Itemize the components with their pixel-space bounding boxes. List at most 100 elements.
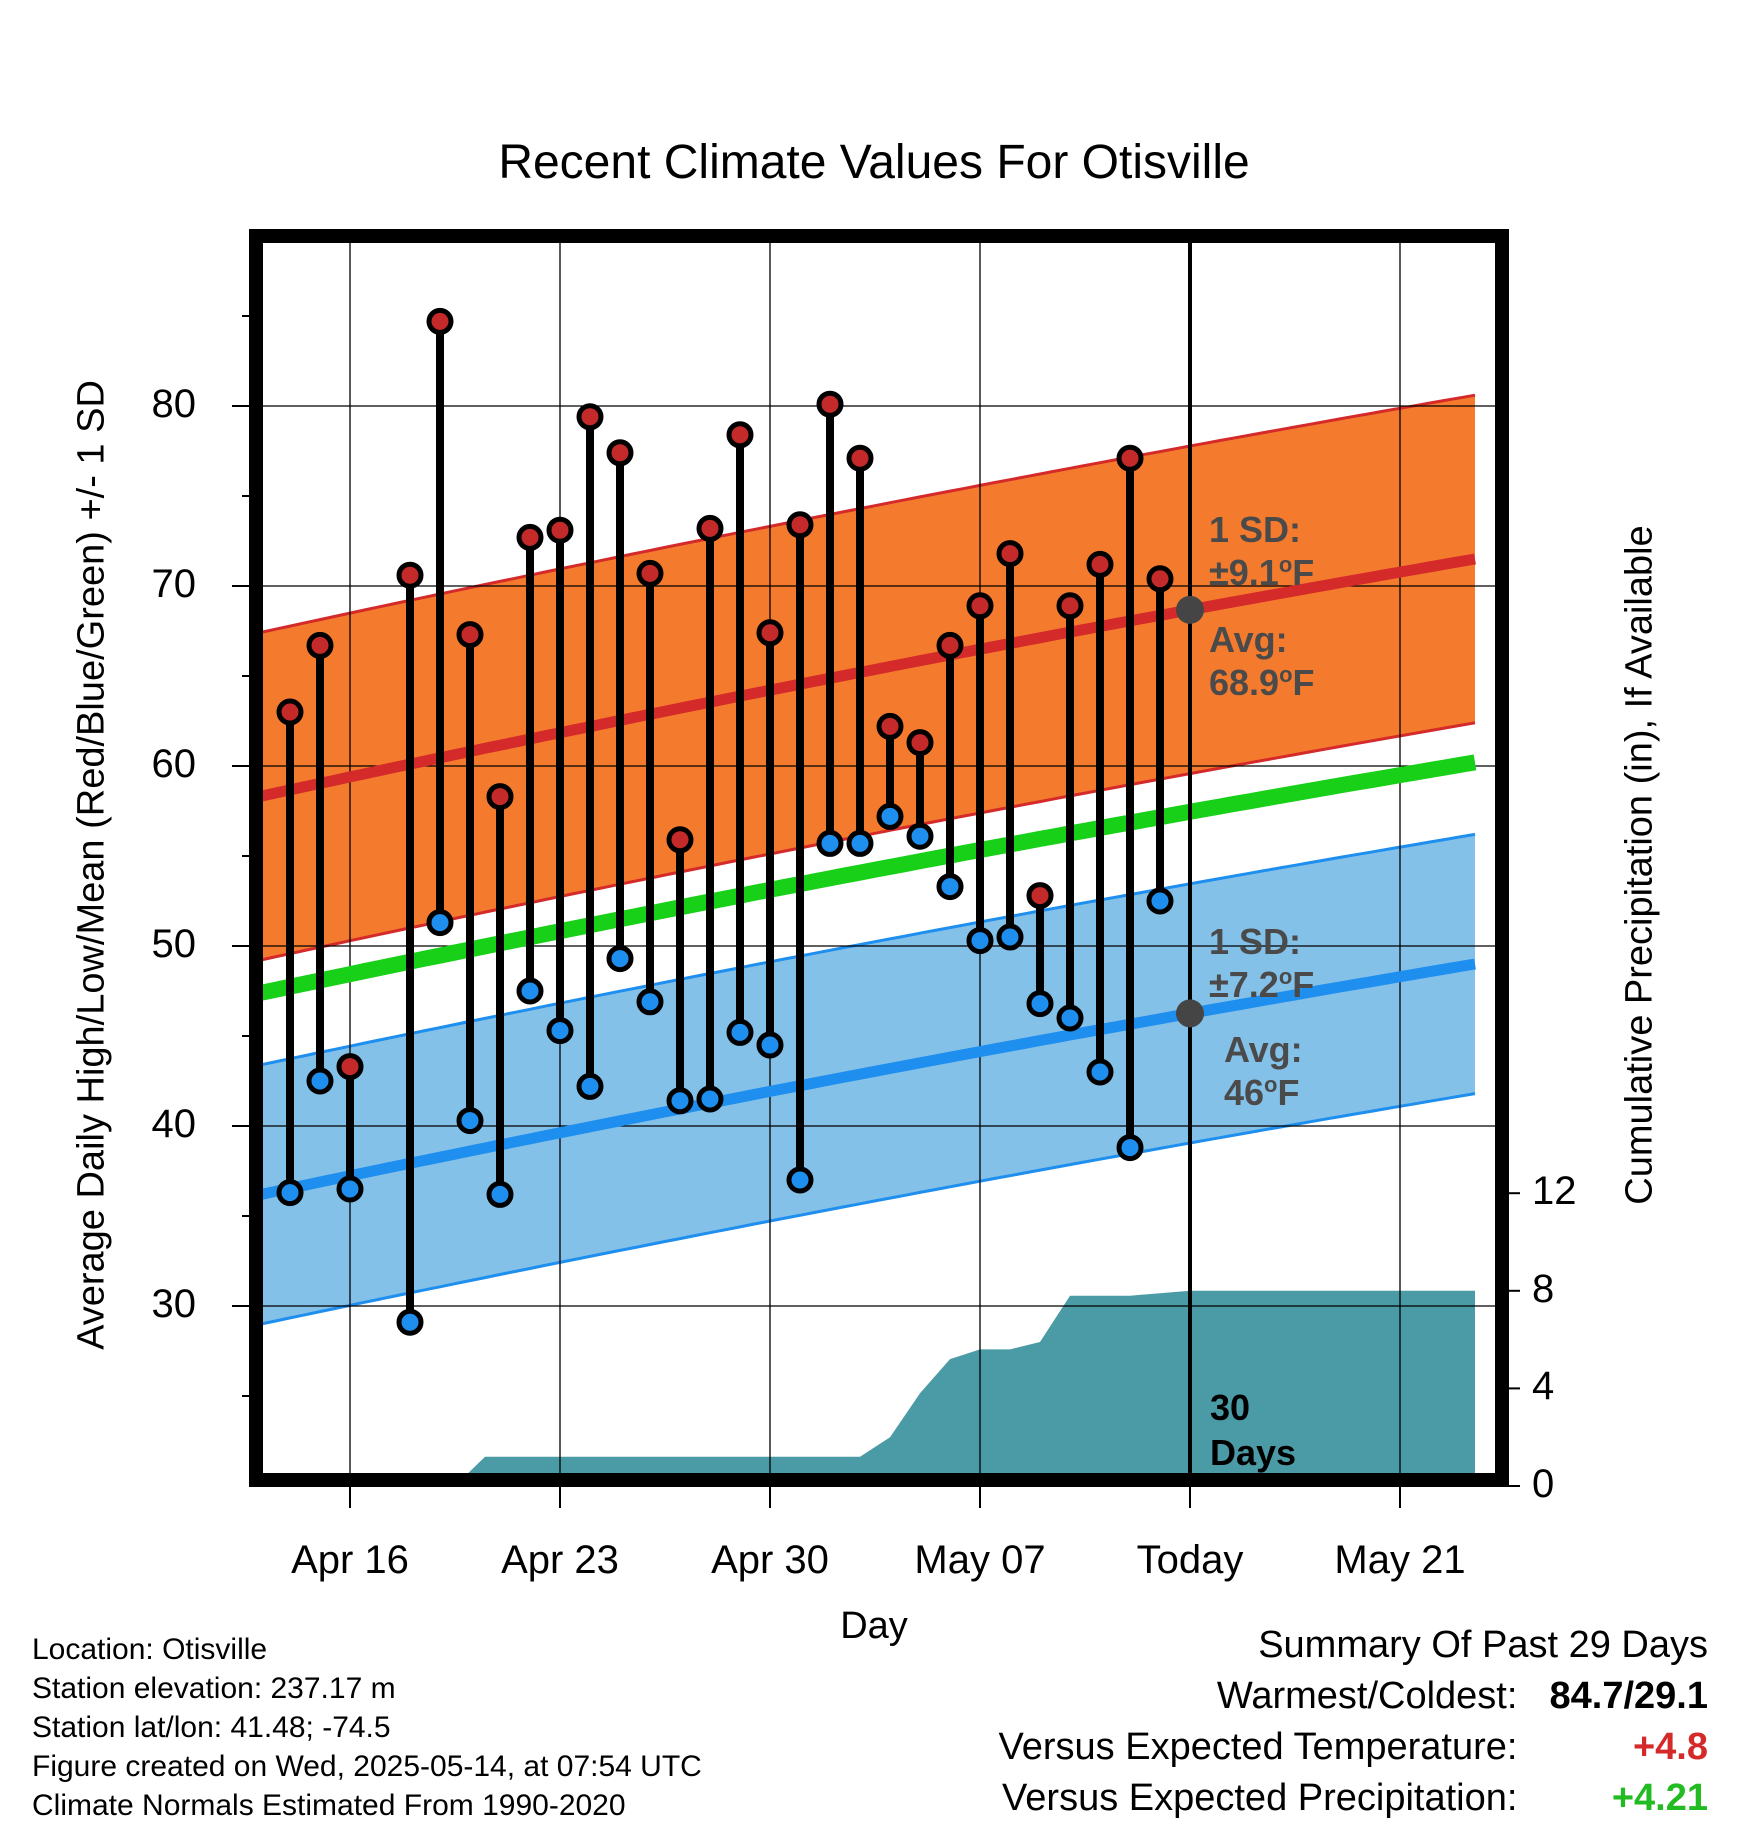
high-sd-degree: o [1278, 552, 1293, 578]
daily-low-point [516, 977, 544, 1005]
daily-high-point [486, 783, 514, 811]
chart-title: Recent Climate Values For Otisville [498, 136, 1250, 189]
daily-high-point [876, 712, 904, 740]
daily-high-point [666, 826, 694, 854]
daily-high-point [906, 729, 934, 757]
plot-area [263, 243, 1495, 1473]
daily-low-point [1146, 887, 1174, 915]
plot-frame [232, 229, 1520, 1508]
mean-normal-line [263, 754, 1477, 1001]
daily-high-point [726, 421, 754, 449]
daily-low-point [1086, 1058, 1114, 1086]
daily-high-point [456, 621, 484, 649]
daily-low-point [996, 923, 1024, 951]
daily-high-point [546, 516, 574, 544]
high-avg-annotation: Avg: 68.9oF [1209, 618, 1315, 704]
summary-precip: Versus Expected Precipitation: +4.21 [999, 1773, 1708, 1824]
precip-label: Versus Expected Precipitation: [1002, 1777, 1518, 1819]
location-text: Location: Otisville [32, 1633, 268, 1666]
daily-low-point [966, 927, 994, 955]
daily-high-point [696, 514, 724, 542]
low-avg-annotation: Avg: 46oF [1224, 1028, 1303, 1114]
today-high-normal-marker [1176, 595, 1204, 624]
low-avg-degree: o [1264, 1072, 1278, 1098]
precip-area [468, 1290, 1475, 1473]
daily-low-point [816, 829, 844, 857]
low-sd-degree: o [1278, 964, 1293, 990]
high-temp-sd-band [263, 395, 1475, 960]
high-avg-unit: F [1292, 662, 1315, 704]
y-axis-label: Average Daily High/Low/Mean (Red/Blue/Gr… [70, 380, 113, 1350]
high-sd-unit: F [1292, 552, 1315, 594]
daily-low-point [486, 1180, 514, 1208]
days-annotation: 30 Days [1210, 1385, 1296, 1475]
daily-high-point [396, 561, 424, 589]
daily-high-point [1146, 565, 1174, 593]
low-normal-line [263, 958, 1476, 1200]
y-tick-label: 50 [151, 922, 197, 966]
daily-high-point [576, 403, 604, 431]
daily-high-point [1056, 592, 1084, 620]
high-sd-line1: 1 SD: [1209, 509, 1302, 550]
daily-high-point [426, 307, 454, 335]
low-avg-unit: F [1277, 1072, 1300, 1114]
daily-low-point [306, 1067, 334, 1095]
low-avg-value: 46 [1224, 1072, 1265, 1114]
y-tick-label: 80 [151, 382, 197, 426]
elevation-text: Station elevation: 237.17 m [32, 1672, 396, 1705]
x-axis-label: Day [840, 1605, 908, 1647]
low-band-upper-edge [263, 832, 1476, 1066]
precip-value: +4.21 [1611, 1777, 1708, 1819]
x-tick-label: Apr 16 [291, 1538, 409, 1582]
y2-tick-label: 0 [1532, 1462, 1555, 1506]
daily-low-point [936, 873, 964, 901]
daily-high-point [1086, 550, 1114, 578]
daily-low-point [756, 1031, 784, 1059]
x-tick-label: May 07 [914, 1538, 1046, 1582]
y2-tick-label: 8 [1532, 1266, 1555, 1311]
daily-low-point [876, 802, 904, 830]
created-text: Figure created on Wed, 2025-05-14, at 07… [32, 1750, 702, 1783]
daily-low-point [1116, 1134, 1144, 1162]
low-band-lower-edge [263, 1092, 1476, 1326]
days-word: Days [1210, 1432, 1297, 1473]
x-tick-label: May 21 [1334, 1538, 1466, 1582]
daily-low-point [636, 988, 664, 1016]
daily-high-point [936, 631, 964, 659]
y-tick-label: 70 [151, 562, 197, 606]
daily-high-point [516, 523, 544, 551]
low-sd-unit: F [1292, 964, 1315, 1006]
low-temp-sd-band [263, 834, 1475, 1324]
summary-heading: Summary Of Past 29 Days [1258, 1624, 1708, 1666]
summary-temp: Versus Expected Temperature: +4.8 [999, 1722, 1708, 1773]
daily-high-point [336, 1053, 364, 1081]
high-sd-annotation: 1 SD: ±9.1oF [1209, 508, 1314, 594]
daily-low-point [576, 1072, 604, 1100]
low-sd-value: ±7.2 [1209, 964, 1279, 1006]
y-tick-label: 40 [151, 1102, 197, 1146]
days-number: 30 [1210, 1387, 1251, 1428]
y-tick-label: 60 [151, 742, 197, 786]
x-tick-label: Apr 23 [501, 1538, 619, 1582]
high-avg-degree: o [1279, 662, 1293, 688]
x-tick-label: Apr 30 [711, 1538, 829, 1582]
summary-warm-cold: Warmest/Coldest: 84.7/29.1 [999, 1671, 1708, 1722]
daily-low-point [396, 1308, 424, 1336]
daily-high-point [306, 631, 334, 659]
daily-high-point [606, 439, 634, 467]
daily-low-point [846, 829, 874, 857]
daily-low-point [426, 909, 454, 937]
daily-high-point [1026, 882, 1054, 910]
daily-low-point [336, 1175, 364, 1203]
y2-tick-label: 4 [1532, 1364, 1555, 1409]
low-sd-line1: 1 SD: [1209, 921, 1302, 962]
latlon-text: Station lat/lon: 41.48; -74.5 [32, 1711, 391, 1744]
normals-text: Climate Normals Estimated From 1990-2020 [32, 1789, 626, 1822]
daily-high-point [1116, 444, 1144, 472]
daily-low-point [906, 822, 934, 850]
daily-high-point [846, 444, 874, 472]
low-avg-line1: Avg: [1224, 1029, 1303, 1070]
daily-low-point [456, 1107, 484, 1135]
y2-tick-label: 12 [1532, 1169, 1577, 1214]
